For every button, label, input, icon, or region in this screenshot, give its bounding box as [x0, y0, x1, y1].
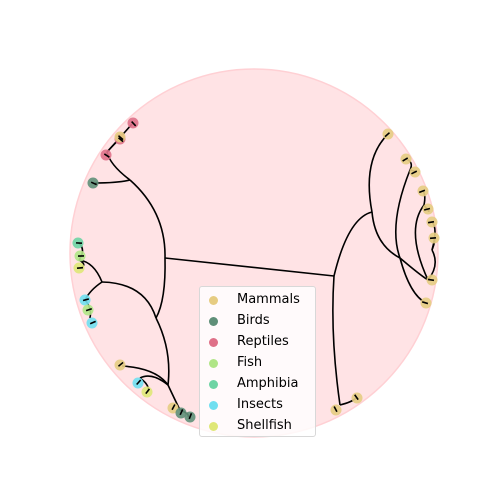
legend-item-shellfish: Shellfish — [209, 417, 292, 435]
tree-link — [155, 257, 166, 319]
leaf-tick — [333, 406, 338, 413]
tree-link — [368, 133, 389, 213]
legend-item-mammals: Mammals — [209, 291, 300, 309]
leaf-tick — [427, 220, 435, 224]
legend-marker — [209, 337, 218, 347]
legend-label: Amphibia — [237, 376, 299, 391]
legend-label: Fish — [237, 355, 263, 370]
leaf-tick — [421, 301, 429, 305]
leaf-tick — [117, 137, 124, 143]
tree-link — [129, 179, 166, 259]
legend-marker — [209, 379, 218, 389]
leaf-ticks — [75, 120, 437, 420]
leaf-tick — [384, 132, 391, 138]
leaf-tick — [103, 153, 110, 158]
tree-link — [139, 375, 169, 386]
legend-label: Insects — [237, 397, 283, 412]
leaf-tick — [423, 207, 431, 211]
leaf-tick — [76, 266, 84, 269]
leaf-tick — [136, 379, 142, 386]
leaf-tick — [402, 157, 409, 162]
leaf-tick — [90, 181, 97, 186]
legend-item-fish: Fish — [209, 354, 262, 372]
legend-marker — [209, 316, 218, 326]
leaf-tick — [171, 404, 176, 411]
legend-item-reptiles: Reptiles — [209, 333, 289, 351]
leaf-tick — [117, 135, 124, 141]
tree-link — [94, 179, 131, 184]
tree-link — [333, 211, 373, 277]
legend-label: Shellfish — [237, 418, 292, 433]
background-circle — [69, 68, 439, 438]
leaf-tick — [418, 189, 426, 194]
leaf-tick — [82, 298, 90, 302]
legend-item-insects: Insects — [209, 396, 283, 414]
legend-marker — [209, 358, 218, 368]
legend-label: Birds — [237, 313, 270, 328]
legend-label: Reptiles — [237, 334, 289, 349]
tree-link — [155, 317, 170, 386]
leaf-tick — [145, 388, 151, 395]
legend-label: Mammals — [237, 292, 300, 307]
tree-link — [332, 275, 341, 406]
legend-marker — [209, 421, 218, 431]
legend: Mammals Birds Reptiles Fish Amphibia Insects S… — [199, 286, 316, 437]
legend-item-amphibia: Amphibia — [209, 375, 299, 393]
leaf-tick — [427, 278, 435, 282]
legend-marker — [209, 400, 218, 410]
leaf-tick — [85, 307, 93, 312]
leaf-tick — [89, 320, 96, 325]
leaf-tick — [411, 170, 418, 175]
legend-item-birds: Birds — [209, 312, 270, 330]
tree-link — [414, 204, 429, 281]
leaf-tick — [179, 409, 184, 416]
leaf-tick — [117, 361, 124, 367]
tree-link — [371, 211, 401, 259]
tree-link — [164, 257, 335, 277]
tree-link — [395, 169, 411, 259]
leaf-tick — [131, 120, 137, 127]
tree-link — [399, 257, 429, 281]
legend-marker — [209, 295, 218, 305]
leaf-tick — [354, 394, 359, 401]
tree-link — [101, 281, 157, 319]
leaf-tick — [188, 412, 193, 420]
